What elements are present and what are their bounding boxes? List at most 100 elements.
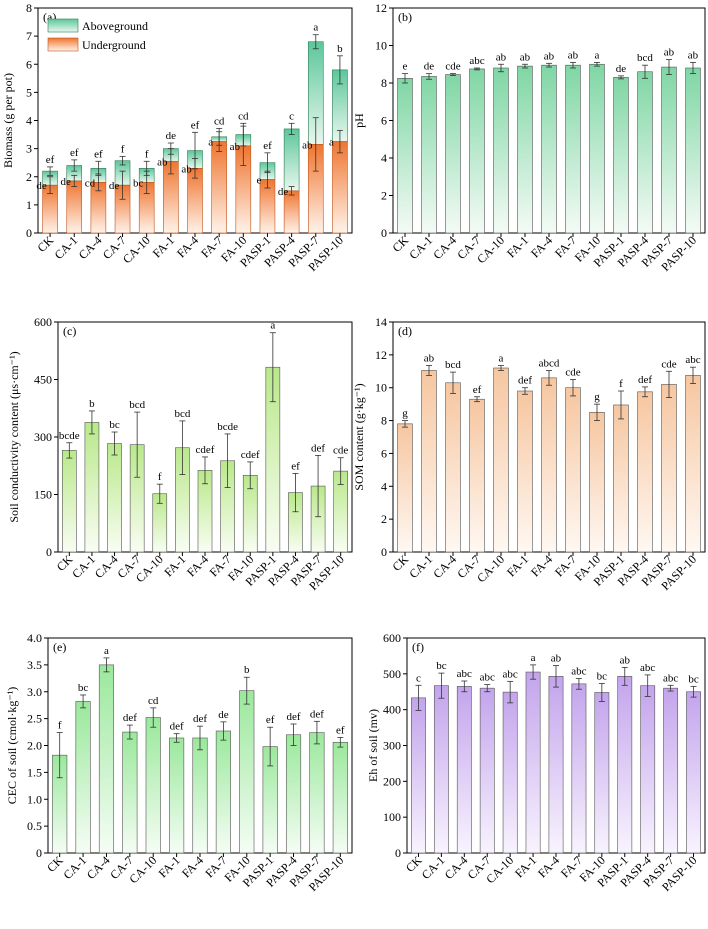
y-tick-label: 4.0 (27, 631, 42, 645)
x-tick-label: CA-10 (126, 853, 159, 886)
x-tick-label: CA-4 (84, 853, 113, 882)
significance-letter: de (109, 180, 120, 192)
significance-letter: b (244, 664, 250, 676)
significance-letter: bcde (217, 421, 238, 433)
significance-letter: de (36, 180, 47, 192)
x-tick-label: FA-4 (528, 233, 555, 260)
y-tick-label: 5 (26, 85, 32, 99)
y-tick-label: 0 (46, 545, 52, 559)
y-tick-label: 2.0 (27, 739, 42, 753)
significance-letter: de (61, 176, 72, 188)
bar (663, 687, 679, 854)
legend-swatch-underground (47, 37, 79, 52)
y-tick-label: 300 (34, 430, 52, 444)
x-tick-label: CA-10 (120, 233, 153, 266)
significance-letter: abc (503, 668, 518, 680)
bar-aboveground (283, 128, 300, 192)
bar (637, 71, 653, 234)
bar (75, 701, 91, 854)
bar (613, 404, 629, 553)
significance-letter: ab (157, 156, 168, 168)
y-axis-label: CEC of soil (cmol·kg⁻¹) (5, 687, 19, 805)
x-tick-label: FA-1 (512, 853, 539, 880)
bar (541, 377, 557, 553)
significance-letter: f (145, 148, 149, 160)
bar (661, 384, 677, 553)
significance-letter: ab (424, 353, 435, 365)
significance-letter: bc (78, 682, 89, 694)
bar (456, 686, 472, 854)
significance-letter: f (158, 471, 162, 483)
y-tick-label: 1.5 (27, 765, 42, 779)
significance-letter: def (123, 712, 137, 724)
legend-label: Aboveground (82, 19, 148, 33)
x-tick-label: FA-4 (535, 853, 562, 880)
y-axis-label: Soil conductivity content (μs·cm⁻¹) (7, 351, 21, 522)
y-tick-label: 0 (381, 545, 387, 559)
significance-letter: ef (46, 154, 55, 166)
y-tick-label: 600 (383, 631, 401, 645)
y-tick-label: 0 (36, 846, 42, 860)
significance-letter: ef (263, 140, 272, 152)
y-tick-label: 3 (26, 142, 32, 156)
x-tick-label: CA-10 (474, 233, 507, 266)
y-tick-label: 10 (375, 39, 387, 53)
bar (285, 734, 302, 854)
y-tick-label: 12 (375, 348, 387, 362)
significance-letter: a (208, 137, 213, 149)
y-tick-label: 8 (26, 1, 32, 15)
chart-panel-c: (c) 0 150 300 450 600 Soil conductivity conten… (7, 315, 353, 593)
significance-letter: b (89, 398, 95, 410)
legend-label: Underground (82, 38, 146, 52)
significance-letter: bc (109, 419, 120, 431)
significance-letter: cd (238, 110, 249, 122)
y-tick-label: 6 (381, 446, 387, 460)
significance-letter: ab (520, 51, 531, 63)
x-tick-label: FA-1 (150, 233, 177, 260)
significance-letter: def (193, 713, 207, 725)
significance-letter: abc (469, 55, 484, 67)
bar (548, 676, 564, 854)
significance-letter: a (595, 49, 600, 61)
significance-letter: bc (688, 673, 699, 685)
significance-letter: cdef (241, 449, 260, 461)
significance-letter: ef (94, 148, 103, 160)
bar (565, 387, 581, 553)
significance-letter: ef (336, 724, 345, 736)
bar (445, 382, 461, 553)
significance-letter: bc (436, 660, 447, 672)
significance-letter: abc (640, 662, 655, 674)
bar (421, 76, 437, 234)
bar (637, 391, 653, 553)
bar-underground (211, 141, 227, 234)
bar (332, 741, 348, 854)
significance-letter: def (287, 711, 301, 723)
y-tick-label: 4 (381, 479, 387, 493)
bar-underground (66, 180, 83, 234)
significance-letter: de (218, 709, 229, 721)
y-tick-label: 0.5 (27, 819, 42, 833)
bar (525, 671, 541, 854)
x-tick-label: CA-4 (76, 233, 105, 262)
y-tick-label: 1 (26, 198, 32, 212)
bar (686, 691, 701, 854)
y-tick-label: 300 (383, 739, 401, 753)
x-tick-label: CA-10 (474, 552, 507, 585)
bar (565, 64, 581, 234)
bar (397, 78, 413, 234)
significance-letter: ef (473, 384, 482, 396)
x-tick-label: CA-1 (406, 233, 435, 262)
significance-letter: b (337, 43, 343, 55)
legend: Aboveground Underground (47, 18, 148, 52)
bar (493, 367, 509, 553)
x-tick-label: FA-1 (504, 552, 531, 579)
significance-letter: cdef (196, 444, 215, 456)
x-tick-label: CA-1 (419, 853, 448, 882)
significance-letter: ab (688, 49, 699, 61)
y-tick-label: 200 (383, 774, 401, 788)
bar (517, 65, 533, 234)
significance-letter: ef (70, 147, 79, 159)
significance-letter: a (270, 320, 275, 332)
